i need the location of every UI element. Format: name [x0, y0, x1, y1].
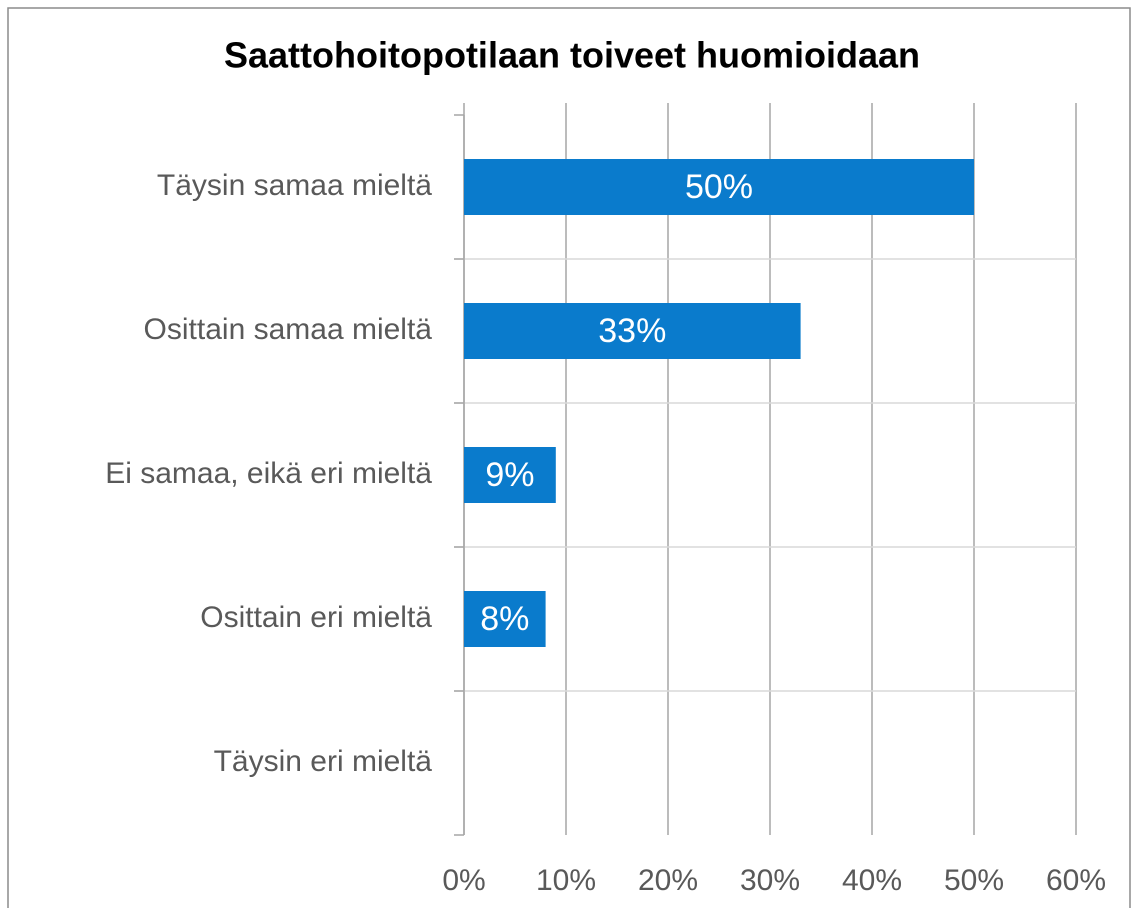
chart-title: Saattohoitopotilaan toiveet huomioidaan — [224, 35, 920, 76]
x-tick-label: 50% — [944, 864, 1004, 897]
bar — [464, 159, 974, 215]
bar — [464, 303, 801, 359]
y-tick-label: Osittain samaa mieltä — [144, 313, 433, 346]
bar — [464, 447, 556, 503]
bar — [464, 591, 546, 647]
y-tick-label: Ei samaa, eikä eri mieltä — [105, 457, 432, 490]
x-tick-label: 60% — [1046, 864, 1106, 897]
y-tick-label: Osittain eri mieltä — [200, 601, 432, 634]
x-tick-label: 40% — [842, 864, 902, 897]
x-tick-label: 20% — [638, 864, 698, 897]
chart-frame — [7, 7, 1131, 908]
y-tick-label: Täysin samaa mieltä — [157, 169, 432, 202]
data-label: 8% — [480, 600, 529, 638]
x-tick-label: 30% — [740, 864, 800, 897]
x-tick-label: 10% — [536, 864, 596, 897]
data-label: 50% — [685, 168, 753, 206]
y-tick-label: Täysin eri mieltä — [214, 745, 433, 778]
data-label: 33% — [598, 312, 666, 350]
x-tick-label: 0% — [442, 864, 485, 897]
data-label: 9% — [485, 456, 534, 494]
